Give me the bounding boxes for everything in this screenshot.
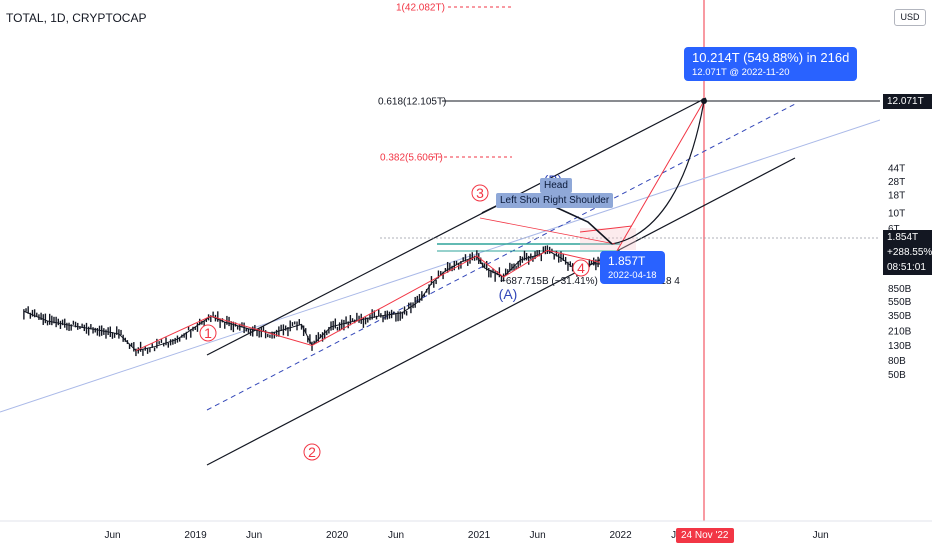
y-tick-label: 850B [888, 284, 912, 295]
target-point [701, 98, 707, 104]
wave-label: 3 [476, 185, 484, 201]
y-tick-label: 18T [888, 191, 905, 202]
x-tick-label: Jun [388, 530, 404, 541]
target-tooltip-title: 10.214T (549.88%) in 216d [692, 50, 850, 65]
y-tick-label: 130B [888, 341, 912, 352]
countdown-tag: 08:51:01 [883, 260, 932, 275]
target-tooltip: 10.214T (549.88%) in 216d 12.071T @ 2022… [684, 47, 858, 81]
x-tick-label: Jun [813, 530, 829, 541]
current-price-tag: 1.854T [883, 230, 932, 245]
right-shoulder-label: Right Shoulder [539, 193, 614, 208]
wave-label: 2 [308, 444, 316, 460]
x-tick-label: Jun [104, 530, 120, 541]
y-tick-label: 80B [888, 356, 906, 367]
current-tooltip-value: 1.857T [608, 254, 646, 268]
date-marker: 24 Nov '22 [676, 528, 734, 543]
elliott-wave-path [135, 100, 705, 352]
wave-label: 1 [204, 325, 212, 341]
x-tick-label: 2020 [326, 530, 349, 541]
x-tick-label: Jun [530, 530, 546, 541]
y-tick-label: 350B [888, 311, 912, 322]
long-trend-line [0, 119, 881, 413]
y-tick-label: 50B [888, 370, 906, 381]
y-tick-label: 28T [888, 177, 905, 188]
y-tick-label: 550B [888, 297, 912, 308]
x-tick-label: 2021 [468, 530, 491, 541]
y-tick-label: 10T [888, 209, 905, 220]
fib-level-label: 1(42.082T) [396, 3, 445, 14]
y-tick-label: 210B [888, 326, 912, 337]
x-tick-label: Jun [246, 530, 262, 541]
x-tick-label: 2019 [184, 530, 207, 541]
y-tick-label: 6T [888, 224, 900, 235]
head-label: Head [540, 178, 572, 193]
channel-lower-line [206, 157, 796, 466]
resistance-line [579, 225, 633, 233]
wave-label-circle [471, 184, 489, 202]
symbol-title: TOTAL, 1D, CRYPTOCAP [6, 11, 147, 25]
current-change-tag: +288.55% [883, 245, 932, 260]
channel-upper-line [206, 97, 707, 356]
y-tick-label: 44T [888, 163, 905, 174]
current-tooltip: 1.857T 2022-04-18 [600, 251, 665, 284]
current-tooltip-date: 2022-04-18 [608, 270, 657, 281]
fib-level-label: 0.618(12.105T) [378, 97, 446, 108]
channel-mid-line [206, 103, 796, 411]
resistance-zone [580, 228, 636, 250]
wave-label: (A) [499, 286, 518, 302]
target-tooltip-sub: 12.071T @ 2022-11-20 [692, 67, 790, 78]
target-price-tag: 12.071T [883, 94, 932, 109]
wave-label-circle [572, 259, 590, 277]
wave-label-circle [199, 324, 217, 342]
neckline [479, 217, 616, 245]
wave-label: 4 [577, 260, 585, 276]
fib-level-label: 0.382(5.606T) [380, 153, 443, 164]
projection-curve [611, 100, 705, 245]
currency-selector[interactable]: USD [894, 9, 926, 26]
wave-label-circle [303, 443, 321, 461]
x-tick-label: 2022 [609, 530, 632, 541]
drop-annotation: −687.715B (−31.41%) −68 2022-04-18 4 [500, 276, 680, 287]
